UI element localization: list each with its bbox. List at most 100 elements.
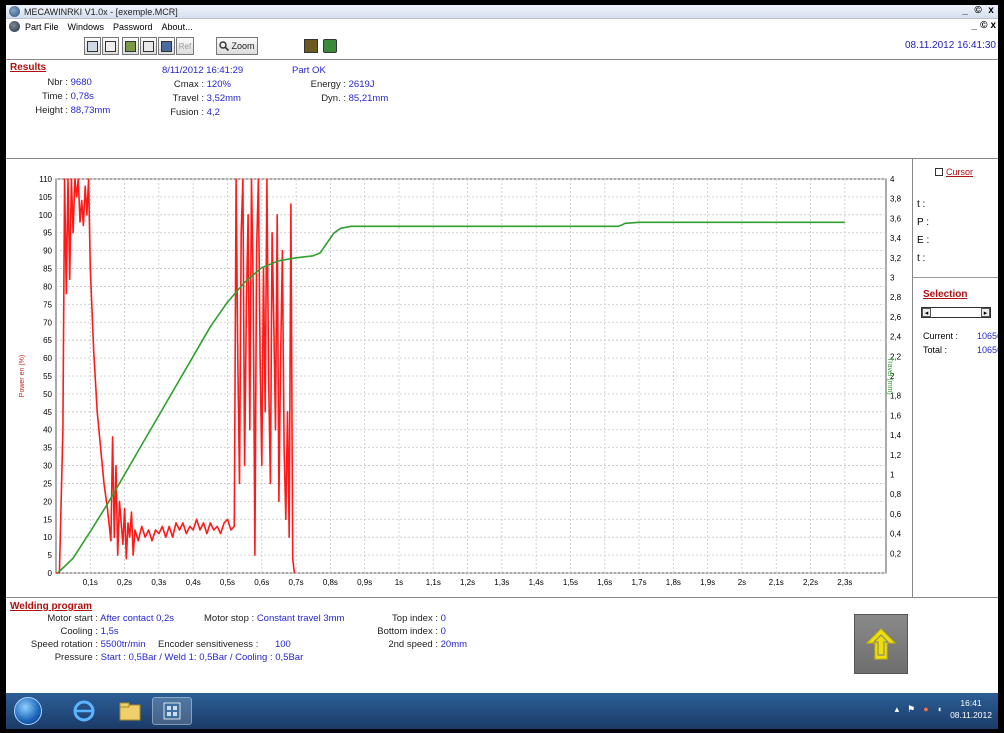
settings-icon[interactable] [323,39,337,53]
tray-time: 16:41 [960,698,982,708]
y-tick-label: 5 [48,551,53,560]
doc-minimize-button[interactable]: _ [971,20,978,31]
cursor-checkbox[interactable] [935,168,943,176]
y-tick-label: 85 [43,265,52,274]
pressure-label: Pressure : [54,652,98,663]
tray-arrow-icon[interactable]: ▴ [894,703,900,714]
height-row: Height : 88,73mm [32,105,110,116]
y2-tick-label: 1 [890,471,895,480]
bottom-index-value: 0 [440,626,446,637]
y2-tick-label: 3,8 [890,195,902,204]
nbr-value: 9680 [70,77,92,88]
y-tick-label: 0 [48,569,53,578]
cursor-toggle[interactable]: Cursor [935,167,973,177]
x-tick-label: 2,3s [837,578,852,587]
cmax-value: 120% [206,79,231,90]
menu-windows[interactable]: Windows [67,21,105,32]
travel-label: Travel : [172,93,204,104]
x-tick-label: 1s [395,578,403,587]
total-label: Total : [923,345,948,355]
window-title: MECAWINRKI V1.0x - [exemple.MCR] [24,6,178,17]
app-window: MECAWINRKI V1.0x - [exemple.MCR] _ © x P… [6,5,998,729]
scroll-left-arrow-icon[interactable]: ◂ [922,308,931,317]
doc-restore-button[interactable]: © [980,20,988,31]
x-tick-label: 1,1s [426,578,441,587]
copy-button[interactable] [102,37,119,55]
x-tick-label: 0,1s [83,578,98,587]
fusion-label: Fusion : [170,107,204,118]
camera-icon[interactable] [304,39,318,53]
ref-button[interactable]: Ref [176,37,194,55]
x-tick-label: 0,6s [254,578,269,587]
fusion-value: 4,2 [206,107,220,118]
network-icon[interactable]: ● [923,704,929,714]
welding-chart[interactable]: 0 5 10 15 20 25 30 35 40 45 50 55 60 65 70 75 80 85 90 95 10… [6,159,912,597]
y2-tick-label: 3 [890,274,895,283]
graph-button-2[interactable] [140,37,157,55]
mecawin-app-icon[interactable] [152,697,192,725]
toolbar: Ref Zoom 08.11.2012 16:41:30 [6,34,998,60]
folder-icon[interactable] [110,697,150,725]
y-tick-label: 25 [43,479,52,488]
y2-tick-label: 3,4 [890,234,902,243]
bottom-index-label: Bottom index : [377,626,438,637]
graph-button-3[interactable] [158,37,175,55]
power-series-line [56,178,296,574]
y2-tick-label: 0,4 [890,530,902,539]
print-button[interactable] [84,37,101,55]
cursor-label: Cursor [946,167,974,177]
tray-clock[interactable]: 16:41 08.11.2012 [950,697,992,721]
top-index-label: Top index : [392,613,438,624]
chart-svg: 0510152025303540455055606570758085909510… [19,175,902,587]
y2-axis-label: Travel (mm) [886,357,893,394]
maximize-button[interactable]: © [974,5,982,16]
top-index-value: 0 [440,613,446,624]
x-tick-label: 1,6s [597,578,612,587]
menu-part-file[interactable]: Part File [25,21,59,32]
browser-icon[interactable] [64,697,104,725]
side-divider [913,277,998,278]
start-weld-button[interactable] [854,614,908,674]
pressure-row: Pressure : Start : 0,5Bar / Weld 1: 0,5B… [24,652,304,663]
doc-close-button[interactable]: x [990,20,996,31]
y2-tick-label: 1,4 [890,431,902,440]
x-tick-label: 0,2s [117,578,132,587]
start-button[interactable] [14,697,42,725]
y2-tick-label: 2,2 [890,352,902,361]
flag-icon[interactable]: ⚑ [907,703,916,714]
cooling-value: 1,5s [100,626,119,637]
motor-stop-row: Motor stop : Constant travel 3mm [204,613,344,624]
y2-tick-label: 2,8 [890,293,902,302]
y2-tick-label: 2 [890,372,895,381]
y-tick-label: 30 [43,462,52,471]
y-tick-label: 80 [43,282,52,291]
y-tick-label: 110 [39,175,52,184]
graph-button-1[interactable] [122,37,139,55]
current-value: 10656 [977,331,998,341]
document-icon [9,21,20,32]
x-tick-label: 2,1s [769,578,784,587]
tray-date: 08.11.2012 [950,710,992,720]
y-tick-label: 35 [43,444,52,453]
y-tick-label: 75 [43,300,52,309]
selection-scrollbar[interactable]: ◂ ▸ [921,307,991,318]
graph-icon [125,40,136,52]
x-tick-label: 2s [738,578,746,587]
chart-icon [161,40,172,52]
zoom-button[interactable]: Zoom [216,37,258,55]
y2-tick-label: 1,6 [890,411,902,420]
printer-icon [87,40,98,52]
travel-value: 3,52mm [206,93,241,104]
volume-icon[interactable]: ◖ [936,704,943,714]
minimize-button[interactable]: _ [962,5,968,16]
menu-about[interactable]: About... [161,21,193,32]
current-label: Current : [923,331,959,341]
scroll-right-arrow-icon[interactable]: ▸ [981,308,990,317]
fusion-row: Fusion : 4,2 [166,107,220,118]
height-label: Height : [35,105,68,116]
bottom-index-row: Bottom index : 0 [376,626,446,637]
encoder-row: Encoder sensitiveness : 100 [158,639,291,650]
close-button[interactable]: x [988,5,994,16]
x-tick-label: 1,9s [700,578,715,587]
menu-password[interactable]: Password [113,21,153,32]
